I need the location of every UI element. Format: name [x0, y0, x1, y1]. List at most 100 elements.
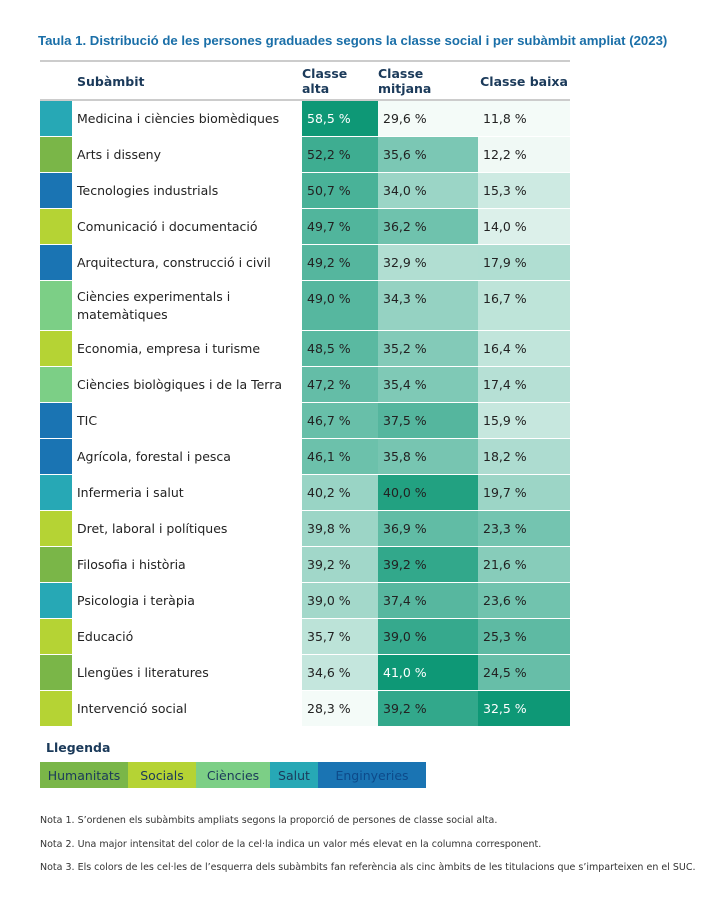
value-cell: 39,2 %: [378, 691, 478, 727]
row-label: TIC: [72, 403, 302, 439]
value-cell: 35,6 %: [378, 137, 478, 173]
value-cell: 19,7 %: [478, 475, 570, 511]
row-label: Dret, laboral i polítiques: [72, 511, 302, 547]
header-line: [40, 99, 570, 101]
value-cell: 50,7 %: [302, 173, 378, 209]
value-cell: 34,3 %: [378, 281, 478, 331]
header-line: [40, 60, 570, 62]
value-cell: 29,6 %: [378, 101, 478, 137]
row-swatch: [40, 137, 72, 173]
row-label: Educació: [72, 619, 302, 655]
value-cell: 15,3 %: [478, 173, 570, 209]
row-label: Tecnologies industrials: [72, 173, 302, 209]
value-cell: 40,2 %: [302, 475, 378, 511]
value-cell: 17,4 %: [478, 367, 570, 403]
value-cell: 40,0 %: [378, 475, 478, 511]
value-cell: 49,0 %: [302, 281, 378, 331]
value-cell: 23,3 %: [478, 511, 570, 547]
value-cell: 14,0 %: [478, 209, 570, 245]
value-cell: 28,3 %: [302, 691, 378, 727]
row-label: Ciències experimentals i matemàtiques: [72, 281, 302, 331]
row-swatch: [40, 245, 72, 281]
row-swatch: [40, 655, 72, 691]
value-cell: 25,3 %: [478, 619, 570, 655]
value-cell: 39,8 %: [302, 511, 378, 547]
value-cell: 23,6 %: [478, 583, 570, 619]
value-cell: 34,6 %: [302, 655, 378, 691]
row-label: Agrícola, forestal i pesca: [72, 439, 302, 475]
header-cell: Subàmbit: [77, 73, 145, 89]
row-swatch: [40, 281, 72, 331]
value-cell: 18,2 %: [478, 439, 570, 475]
value-cell: 52,2 %: [302, 137, 378, 173]
value-cell: 12,2 %: [478, 137, 570, 173]
row-swatch: [40, 691, 72, 727]
value-cell: 39,2 %: [302, 547, 378, 583]
header-cell: Classe alta: [302, 66, 348, 96]
row-swatch: [40, 475, 72, 511]
row-swatch: [40, 619, 72, 655]
value-cell: 15,9 %: [478, 403, 570, 439]
note: Nota 1. S’ordenen els subàmbits ampliats…: [40, 815, 498, 826]
row-swatch: [40, 547, 72, 583]
value-cell: 16,7 %: [478, 281, 570, 331]
row-label: Arquitectura, construcció i civil: [72, 245, 302, 281]
row-label: Arts i disseny: [72, 137, 302, 173]
value-cell: 41,0 %: [378, 655, 478, 691]
row-label: Infermeria i salut: [72, 475, 302, 511]
value-cell: 37,4 %: [378, 583, 478, 619]
row-swatch: [40, 511, 72, 547]
value-cell: 37,5 %: [378, 403, 478, 439]
legend-item: Socials: [128, 762, 196, 788]
row-swatch: [40, 331, 72, 367]
row-label: Economia, empresa i turisme: [72, 331, 302, 367]
value-cell: 35,8 %: [378, 439, 478, 475]
legend-item: Enginyeries: [318, 762, 426, 788]
value-cell: 58,5 %: [302, 101, 378, 137]
value-cell: 49,7 %: [302, 209, 378, 245]
value-cell: 32,9 %: [378, 245, 478, 281]
row-label: Ciències biològiques i de la Terra: [72, 367, 302, 403]
header-cell: Classe mitjana: [378, 66, 432, 96]
row-label: Intervenció social: [72, 691, 302, 727]
value-cell: 39,2 %: [378, 547, 478, 583]
row-label: Llengües i literatures: [72, 655, 302, 691]
row-swatch: [40, 439, 72, 475]
value-cell: 24,5 %: [478, 655, 570, 691]
value-cell: 36,9 %: [378, 511, 478, 547]
row-swatch: [40, 583, 72, 619]
header-cell: Classe baixa: [480, 73, 568, 89]
value-cell: 46,1 %: [302, 439, 378, 475]
value-cell: 47,2 %: [302, 367, 378, 403]
row-swatch: [40, 367, 72, 403]
legend-item: Humanitats: [40, 762, 128, 788]
row-swatch: [40, 209, 72, 245]
value-cell: 35,4 %: [378, 367, 478, 403]
legend-item: Ciències: [196, 762, 270, 788]
note: Nota 2. Una major intensitat del color d…: [40, 839, 542, 850]
legend-item: Salut: [270, 762, 318, 788]
value-cell: 48,5 %: [302, 331, 378, 367]
value-cell: 46,7 %: [302, 403, 378, 439]
value-cell: 39,0 %: [302, 583, 378, 619]
value-cell: 36,2 %: [378, 209, 478, 245]
row-swatch: [40, 173, 72, 209]
row-swatch: [40, 403, 72, 439]
row-swatch: [40, 101, 72, 137]
value-cell: 34,0 %: [378, 173, 478, 209]
value-cell: 35,2 %: [378, 331, 478, 367]
value-cell: 16,4 %: [478, 331, 570, 367]
title: Taula 1. Distribució de les persones gra…: [38, 33, 668, 48]
row-label: Medicina i ciències biomèdiques: [72, 101, 302, 137]
row-label: Comunicació i documentació: [72, 209, 302, 245]
value-cell: 39,0 %: [378, 619, 478, 655]
value-cell: 32,5 %: [478, 691, 570, 727]
value-cell: 21,6 %: [478, 547, 570, 583]
note: Nota 3. Els colors de les cel·les de l’e…: [40, 862, 696, 873]
value-cell: 35,7 %: [302, 619, 378, 655]
legend-title: Llegenda: [46, 740, 111, 755]
row-label: Filosofia i història: [72, 547, 302, 583]
value-cell: 49,2 %: [302, 245, 378, 281]
row-label: Psicologia i teràpia: [72, 583, 302, 619]
